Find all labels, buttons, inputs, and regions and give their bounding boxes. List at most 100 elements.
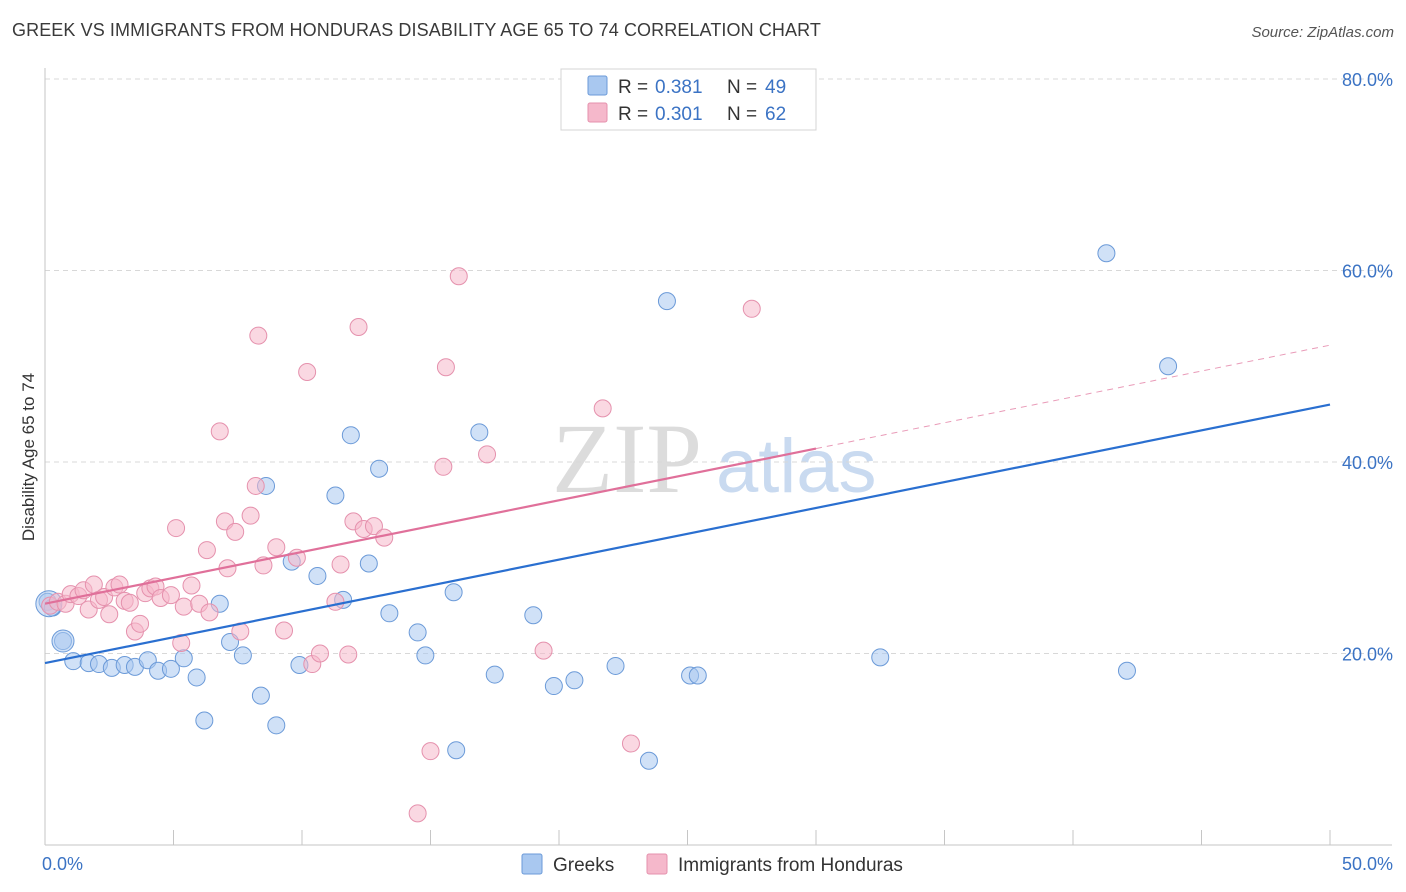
honduras-point [182,576,201,595]
greeks-point [416,646,435,665]
legend-n-value-greeks: 49 [765,77,786,98]
greeks-point [1159,357,1178,376]
honduras-point [621,734,640,753]
honduras-point [131,614,150,633]
honduras-trend-line [815,344,1331,450]
honduras-point [174,597,193,616]
legend-r-label-greeks: R = [618,77,648,98]
watermark-zip: ZIP [552,403,702,514]
greeks-point [871,648,890,667]
honduras-point [246,476,265,495]
x-tick-label: 50.0% [1342,854,1393,874]
y-tick-label: 60.0% [1342,262,1393,282]
greeks-point [485,665,504,684]
honduras-point [120,593,139,612]
honduras-point [161,586,180,605]
bottom-legend-label-honduras: Immigrants from Honduras [678,855,903,876]
legend-swatch-honduras [587,102,608,123]
greeks-point [688,666,707,685]
honduras-point [339,645,358,664]
greeks-point [544,677,563,696]
honduras-point [167,519,186,538]
greeks-point [657,292,676,311]
x-tick-label: 0.0% [42,854,83,874]
greeks-point [187,668,206,687]
honduras-point [267,538,286,557]
honduras-point [275,621,294,640]
x-tick-labels: 0.0% 50.0% [42,854,1393,874]
greeks-point [195,711,214,730]
greeks-point [251,686,270,705]
honduras-point [593,399,612,418]
grid-lines [45,78,1392,654]
greeks-point [408,623,427,642]
honduras-point [172,633,191,652]
bottom-legend-swatch-honduras [646,853,668,875]
greeks-point [470,423,489,442]
honduras-point [298,362,317,381]
honduras-point [408,804,427,823]
greeks-point [174,649,193,668]
honduras-point [436,358,455,377]
honduras-point [434,457,453,476]
honduras-point [331,555,350,574]
legend-r-value-greeks: 0.381 [655,77,703,98]
greeks-point [639,751,658,770]
watermark: ZIP atlas [552,403,877,514]
y-tick-label: 80.0% [1342,70,1393,90]
legend-swatch-greeks [587,75,608,96]
legend: R = 0.381 N = 49 R = 0.301 N = 62 [560,68,817,131]
greeks-point [524,606,543,625]
axes [44,68,1392,846]
honduras-point [210,422,229,441]
honduras-point [742,299,761,318]
greeks-point [370,459,389,478]
greeks-point [233,646,252,665]
honduras-trend-line [44,447,817,605]
y-axis-label: Disability Age 65 to 74 [19,373,38,541]
honduras-point [310,644,329,663]
honduras-point [364,517,383,536]
greeks-trend-line [44,403,1331,665]
y-tick-label: 40.0% [1342,453,1393,473]
honduras-point [449,267,468,286]
honduras-point [326,592,345,611]
honduras-point [349,317,368,336]
bottom-legend-label-greeks: Greeks [553,855,614,876]
greeks-point [359,554,378,573]
honduras-point [100,605,119,624]
bottom-legend: Greeks Immigrants from Honduras [521,853,903,876]
greeks-point [326,486,345,505]
honduras-point [200,603,219,622]
greeks-point [1097,244,1116,263]
honduras-point [421,742,440,761]
greeks-point [380,604,399,623]
greeks-point [267,716,286,735]
greeks-point [1117,661,1136,680]
greeks-point [308,566,327,585]
watermark-atlas: atlas [716,424,877,509]
greeks-point [444,583,463,602]
legend-n-label-honduras: N = [727,104,757,125]
legend-r-value-honduras: 0.301 [655,104,703,125]
greeks-point [341,426,360,445]
honduras-point [249,326,268,345]
greeks-point [565,671,584,690]
greeks-point [51,629,75,653]
chart-source: Source: ZipAtlas.com [1251,24,1394,41]
greeks-point [606,656,625,675]
honduras-point [241,506,260,525]
trend-lines [44,344,1331,665]
honduras-point [226,522,245,541]
honduras-point [197,541,216,560]
greeks-point [161,659,180,678]
y-tick-labels: 20.0% 40.0% 60.0% 80.0% [1342,70,1393,665]
legend-r-label-honduras: R = [618,104,648,125]
honduras-point [478,445,497,464]
greeks-point [447,741,466,760]
honduras-point [534,641,553,660]
honduras-points [41,267,761,823]
y-tick-label: 20.0% [1342,645,1393,665]
legend-n-value-honduras: 62 [765,104,786,125]
